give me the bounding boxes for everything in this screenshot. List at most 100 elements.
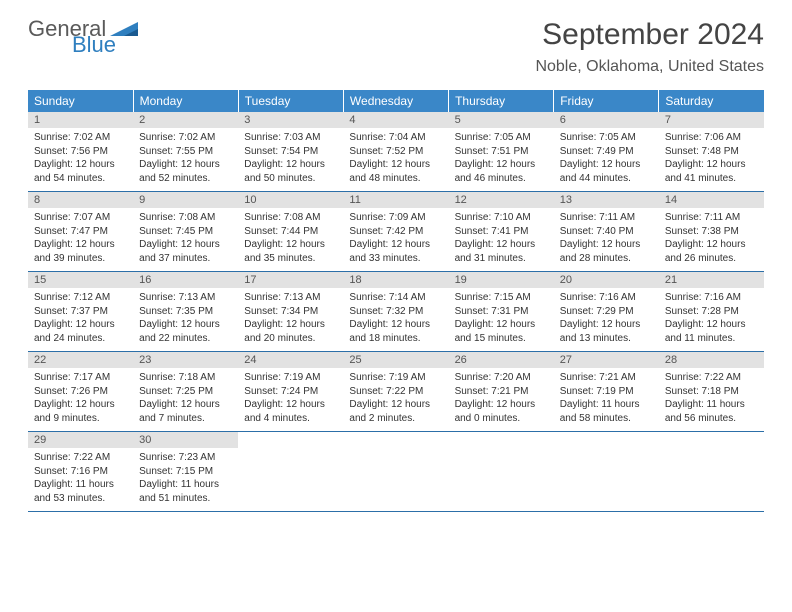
day-cell — [343, 432, 448, 512]
day-cell: 23Sunrise: 7:18 AMSunset: 7:25 PMDayligh… — [133, 352, 238, 432]
day-number: 1 — [28, 112, 133, 128]
day-body: Sunrise: 7:04 AMSunset: 7:52 PMDaylight:… — [343, 128, 448, 191]
day-body: Sunrise: 7:07 AMSunset: 7:47 PMDaylight:… — [28, 208, 133, 271]
day-header: Saturday — [659, 90, 764, 112]
day-header: Monday — [133, 90, 238, 112]
day-cell — [659, 432, 764, 512]
day-number: 14 — [659, 192, 764, 208]
day-cell: 6Sunrise: 7:05 AMSunset: 7:49 PMDaylight… — [554, 112, 659, 192]
day-cell: 25Sunrise: 7:19 AMSunset: 7:22 PMDayligh… — [343, 352, 448, 432]
day-number: 18 — [343, 272, 448, 288]
day-body: Sunrise: 7:22 AMSunset: 7:18 PMDaylight:… — [659, 368, 764, 431]
day-body: Sunrise: 7:20 AMSunset: 7:21 PMDaylight:… — [449, 368, 554, 431]
day-body: Sunrise: 7:05 AMSunset: 7:49 PMDaylight:… — [554, 128, 659, 191]
day-number: 4 — [343, 112, 448, 128]
day-body: Sunrise: 7:11 AMSunset: 7:38 PMDaylight:… — [659, 208, 764, 271]
day-cell: 19Sunrise: 7:15 AMSunset: 7:31 PMDayligh… — [449, 272, 554, 352]
day-number: 12 — [449, 192, 554, 208]
day-cell: 18Sunrise: 7:14 AMSunset: 7:32 PMDayligh… — [343, 272, 448, 352]
day-cell: 7Sunrise: 7:06 AMSunset: 7:48 PMDaylight… — [659, 112, 764, 192]
day-number: 25 — [343, 352, 448, 368]
day-cell: 4Sunrise: 7:04 AMSunset: 7:52 PMDaylight… — [343, 112, 448, 192]
day-header: Tuesday — [238, 90, 343, 112]
week-row: 15Sunrise: 7:12 AMSunset: 7:37 PMDayligh… — [28, 272, 764, 352]
location-text: Noble, Oklahoma, United States — [535, 58, 764, 76]
day-body: Sunrise: 7:17 AMSunset: 7:26 PMDaylight:… — [28, 368, 133, 431]
calendar-page: General Blue September 2024 Noble, Oklah… — [0, 0, 792, 530]
logo-text-blue: Blue — [72, 34, 138, 56]
day-cell: 28Sunrise: 7:22 AMSunset: 7:18 PMDayligh… — [659, 352, 764, 432]
title-block: September 2024 Noble, Oklahoma, United S… — [535, 18, 764, 76]
day-cell: 13Sunrise: 7:11 AMSunset: 7:40 PMDayligh… — [554, 192, 659, 272]
day-header: Sunday — [28, 90, 133, 112]
day-number: 19 — [449, 272, 554, 288]
day-number: 3 — [238, 112, 343, 128]
day-cell: 17Sunrise: 7:13 AMSunset: 7:34 PMDayligh… — [238, 272, 343, 352]
day-cell: 1Sunrise: 7:02 AMSunset: 7:56 PMDaylight… — [28, 112, 133, 192]
day-cell: 27Sunrise: 7:21 AMSunset: 7:19 PMDayligh… — [554, 352, 659, 432]
day-body: Sunrise: 7:19 AMSunset: 7:24 PMDaylight:… — [238, 368, 343, 431]
day-header-row: Sunday Monday Tuesday Wednesday Thursday… — [28, 90, 764, 112]
day-header: Thursday — [449, 90, 554, 112]
day-number: 20 — [554, 272, 659, 288]
week-row: 22Sunrise: 7:17 AMSunset: 7:26 PMDayligh… — [28, 352, 764, 432]
day-number: 6 — [554, 112, 659, 128]
day-cell: 16Sunrise: 7:13 AMSunset: 7:35 PMDayligh… — [133, 272, 238, 352]
day-cell: 30Sunrise: 7:23 AMSunset: 7:15 PMDayligh… — [133, 432, 238, 512]
day-cell: 21Sunrise: 7:16 AMSunset: 7:28 PMDayligh… — [659, 272, 764, 352]
day-body: Sunrise: 7:02 AMSunset: 7:56 PMDaylight:… — [28, 128, 133, 191]
day-number: 24 — [238, 352, 343, 368]
day-cell: 2Sunrise: 7:02 AMSunset: 7:55 PMDaylight… — [133, 112, 238, 192]
day-body: Sunrise: 7:09 AMSunset: 7:42 PMDaylight:… — [343, 208, 448, 271]
day-number: 21 — [659, 272, 764, 288]
header: General Blue September 2024 Noble, Oklah… — [28, 18, 764, 76]
day-number: 2 — [133, 112, 238, 128]
day-body: Sunrise: 7:11 AMSunset: 7:40 PMDaylight:… — [554, 208, 659, 271]
day-number: 10 — [238, 192, 343, 208]
day-number: 16 — [133, 272, 238, 288]
day-body: Sunrise: 7:08 AMSunset: 7:44 PMDaylight:… — [238, 208, 343, 271]
day-cell: 20Sunrise: 7:16 AMSunset: 7:29 PMDayligh… — [554, 272, 659, 352]
day-number: 9 — [133, 192, 238, 208]
day-cell: 12Sunrise: 7:10 AMSunset: 7:41 PMDayligh… — [449, 192, 554, 272]
day-number: 7 — [659, 112, 764, 128]
week-row: 29Sunrise: 7:22 AMSunset: 7:16 PMDayligh… — [28, 432, 764, 512]
day-body: Sunrise: 7:16 AMSunset: 7:29 PMDaylight:… — [554, 288, 659, 351]
day-number: 8 — [28, 192, 133, 208]
day-cell: 10Sunrise: 7:08 AMSunset: 7:44 PMDayligh… — [238, 192, 343, 272]
day-number: 26 — [449, 352, 554, 368]
day-body: Sunrise: 7:18 AMSunset: 7:25 PMDaylight:… — [133, 368, 238, 431]
day-header: Friday — [554, 90, 659, 112]
day-cell: 26Sunrise: 7:20 AMSunset: 7:21 PMDayligh… — [449, 352, 554, 432]
day-number: 27 — [554, 352, 659, 368]
day-cell: 8Sunrise: 7:07 AMSunset: 7:47 PMDaylight… — [28, 192, 133, 272]
day-body: Sunrise: 7:16 AMSunset: 7:28 PMDaylight:… — [659, 288, 764, 351]
day-cell: 11Sunrise: 7:09 AMSunset: 7:42 PMDayligh… — [343, 192, 448, 272]
week-row: 1Sunrise: 7:02 AMSunset: 7:56 PMDaylight… — [28, 112, 764, 192]
day-body: Sunrise: 7:14 AMSunset: 7:32 PMDaylight:… — [343, 288, 448, 351]
day-body: Sunrise: 7:10 AMSunset: 7:41 PMDaylight:… — [449, 208, 554, 271]
day-number: 17 — [238, 272, 343, 288]
day-cell: 29Sunrise: 7:22 AMSunset: 7:16 PMDayligh… — [28, 432, 133, 512]
day-body: Sunrise: 7:12 AMSunset: 7:37 PMDaylight:… — [28, 288, 133, 351]
day-number: 29 — [28, 432, 133, 448]
day-cell: 22Sunrise: 7:17 AMSunset: 7:26 PMDayligh… — [28, 352, 133, 432]
day-number: 13 — [554, 192, 659, 208]
day-body: Sunrise: 7:23 AMSunset: 7:15 PMDaylight:… — [133, 448, 238, 511]
day-cell: 24Sunrise: 7:19 AMSunset: 7:24 PMDayligh… — [238, 352, 343, 432]
day-body: Sunrise: 7:13 AMSunset: 7:35 PMDaylight:… — [133, 288, 238, 351]
day-number: 15 — [28, 272, 133, 288]
day-cell — [449, 432, 554, 512]
day-body: Sunrise: 7:03 AMSunset: 7:54 PMDaylight:… — [238, 128, 343, 191]
month-title: September 2024 — [535, 18, 764, 52]
day-body: Sunrise: 7:08 AMSunset: 7:45 PMDaylight:… — [133, 208, 238, 271]
day-header: Wednesday — [343, 90, 448, 112]
day-number: 30 — [133, 432, 238, 448]
day-body: Sunrise: 7:21 AMSunset: 7:19 PMDaylight:… — [554, 368, 659, 431]
day-body: Sunrise: 7:19 AMSunset: 7:22 PMDaylight:… — [343, 368, 448, 431]
day-number: 28 — [659, 352, 764, 368]
calendar-grid: Sunday Monday Tuesday Wednesday Thursday… — [28, 90, 764, 512]
logo: General Blue — [28, 18, 138, 56]
day-body: Sunrise: 7:22 AMSunset: 7:16 PMDaylight:… — [28, 448, 133, 511]
day-cell — [554, 432, 659, 512]
